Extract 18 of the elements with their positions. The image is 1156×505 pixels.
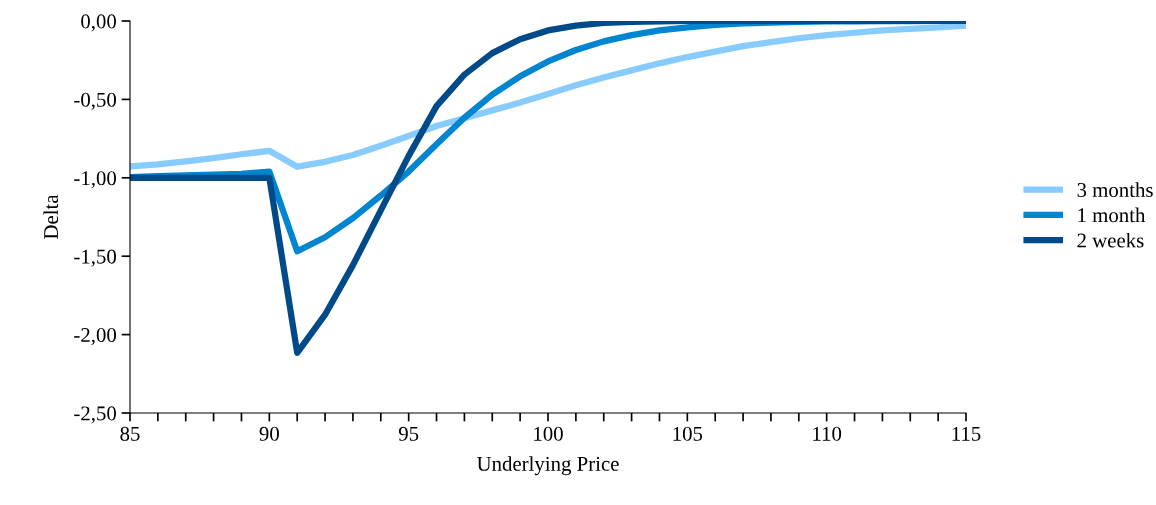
x-tick-label: 95 [398, 426, 419, 441]
x-tick-label: 85 [120, 426, 140, 441]
x-tick-label: 115 [952, 426, 981, 441]
y-tick-label: -2,50 [74, 406, 117, 424]
y-axis-title: Delta [43, 194, 59, 239]
x-tick-label: 110 [813, 426, 842, 441]
x-tick-label: 90 [259, 426, 279, 441]
y-tick-label: -2,00 [74, 327, 117, 346]
x-tick-label: 100 [534, 426, 563, 441]
y-tick-label: -1,50 [74, 249, 117, 267]
x-tick-label: 105 [673, 426, 703, 441]
legend-label: 1 month [1078, 207, 1146, 223]
legend-label: 2 weeks [1077, 232, 1144, 248]
x-axis-title: Underlying Price [476, 456, 619, 476]
legend-label: 3 months [1077, 182, 1153, 198]
y-tick-label: -1,00 [74, 171, 117, 189]
y-tick-label: -0,50 [74, 92, 117, 110]
y-tick-label: 0,00 [81, 14, 117, 32]
